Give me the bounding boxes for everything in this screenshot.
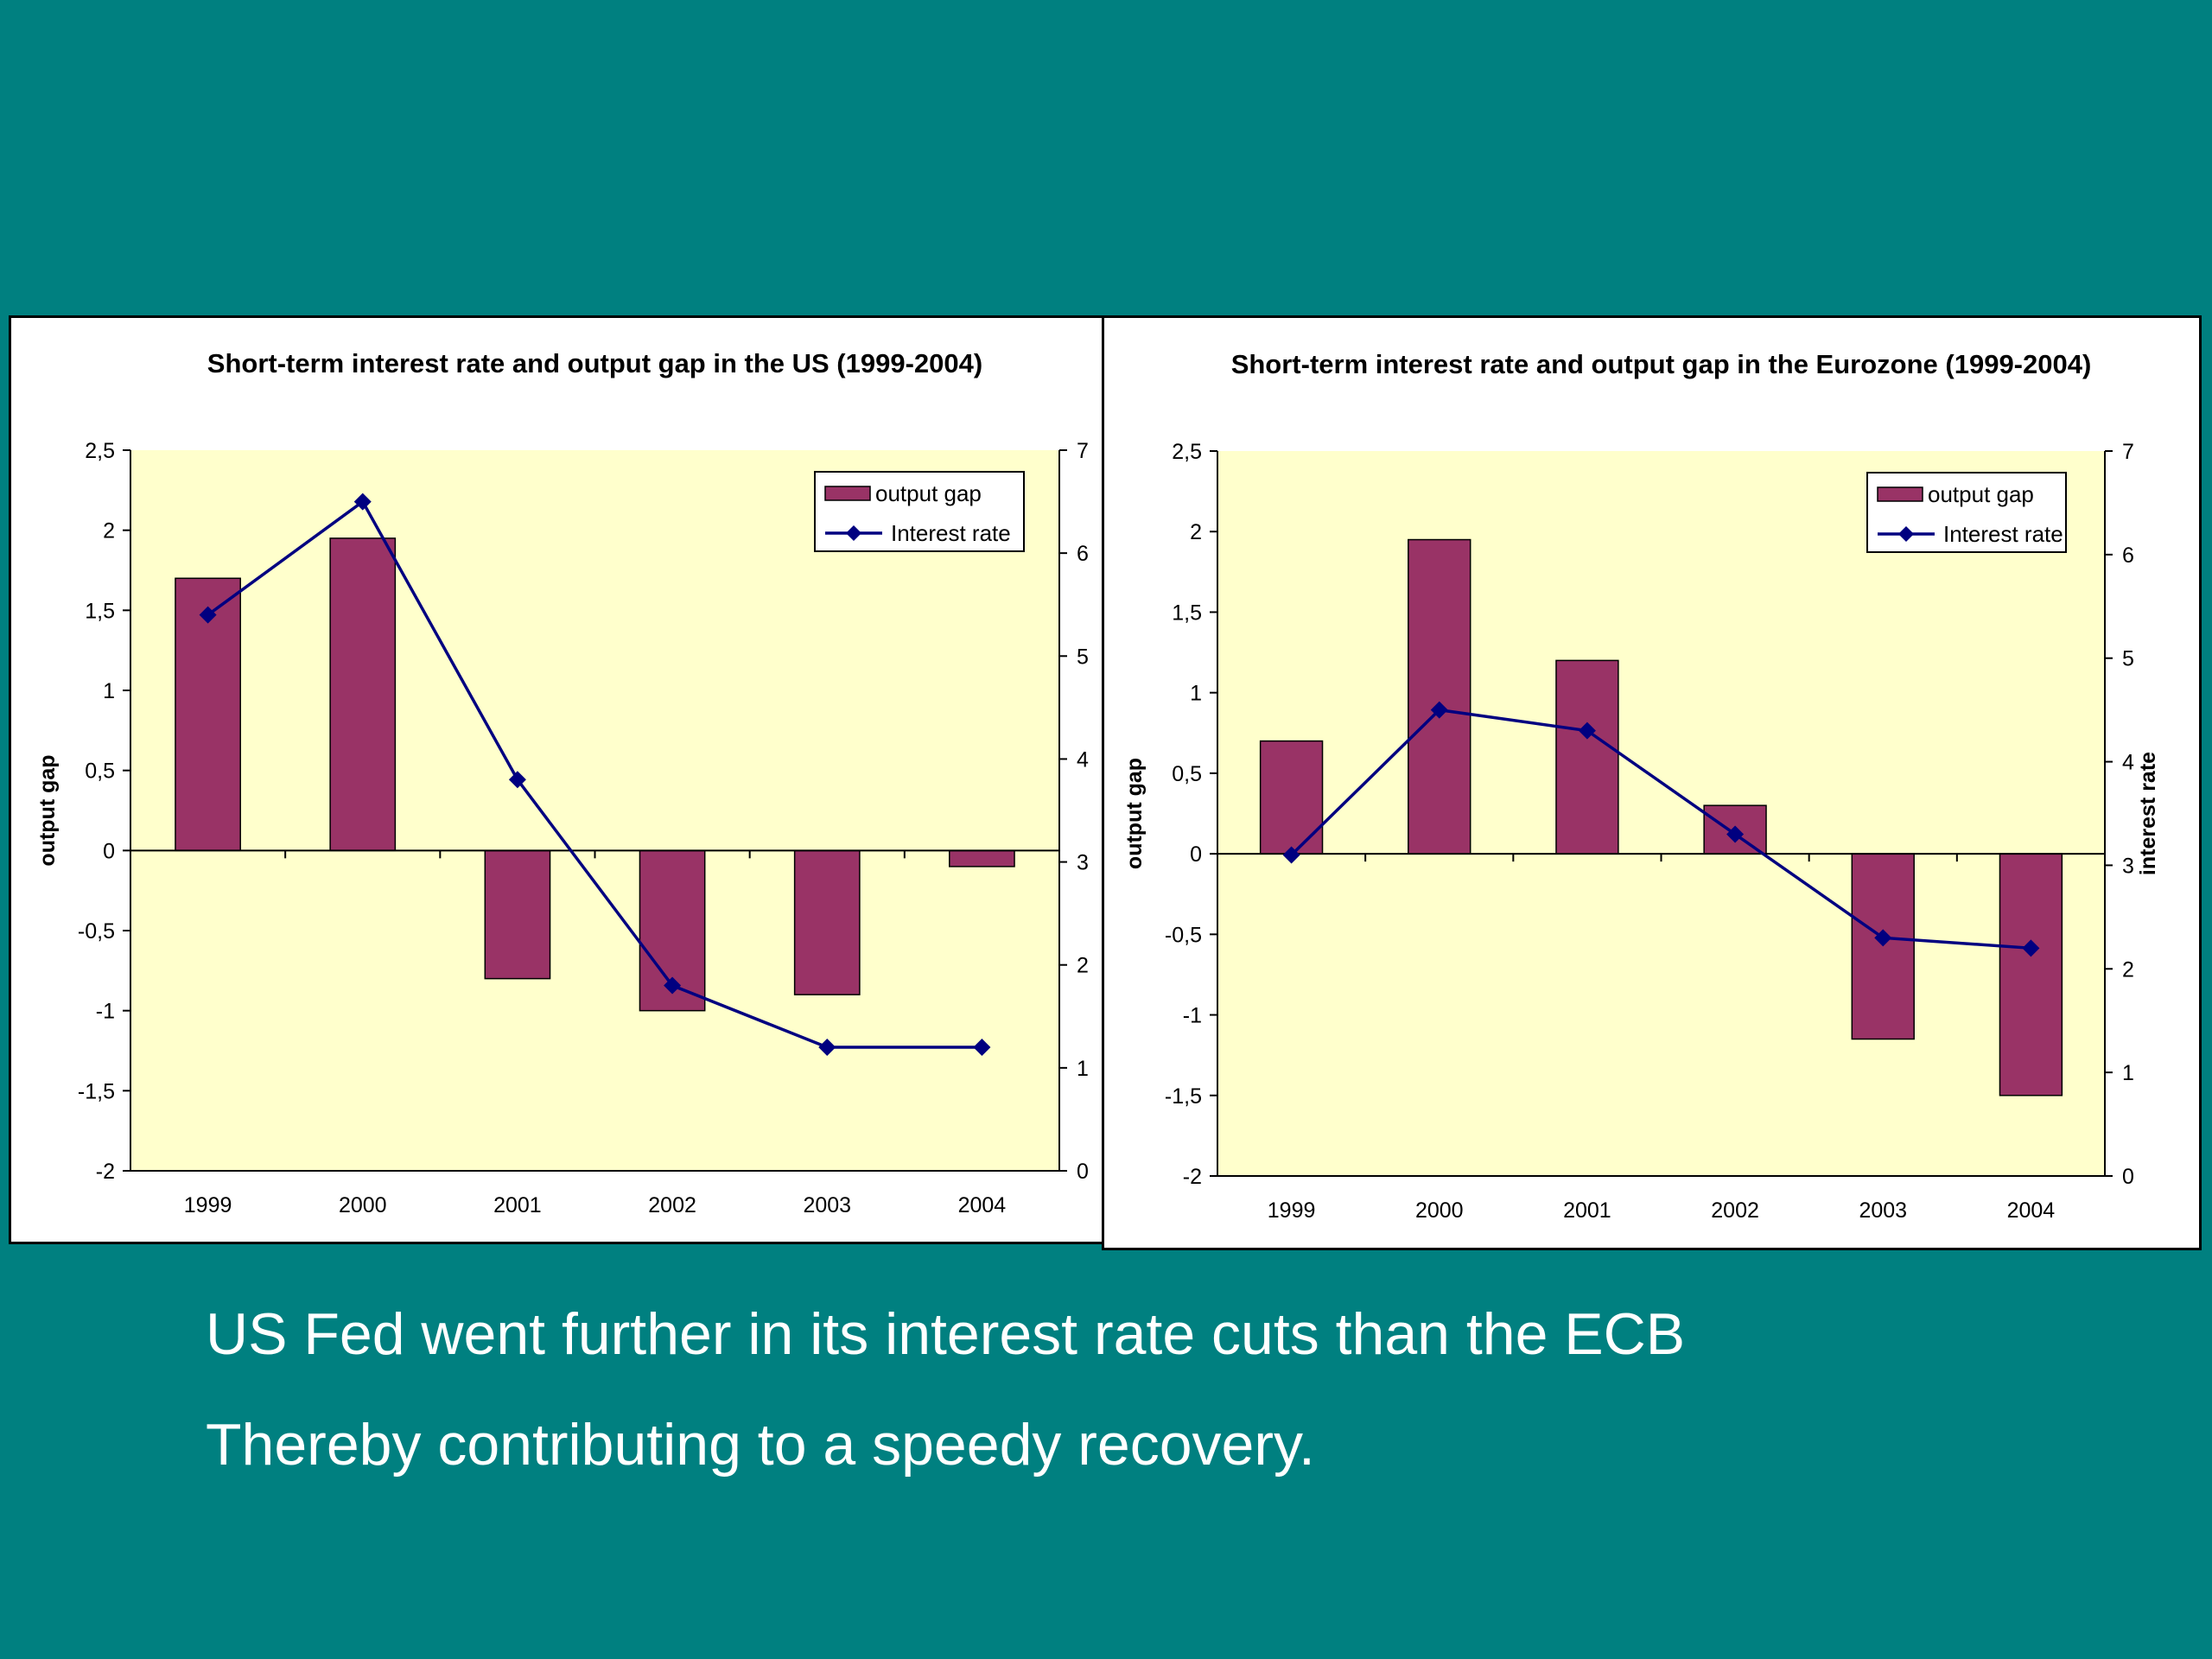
plot-area [130,450,1059,1171]
y-tick-label-left: -1 [1183,1004,1202,1028]
y-tick-label-left: -0,5 [78,919,115,944]
legend-label-output-gap: output gap [875,480,982,506]
x-tick-label: 2002 [1711,1198,1759,1223]
y-axis-title-left: output gap [35,754,60,866]
y-axis-title-left: output gap [1122,758,1147,869]
y-tick-label-left: 0,5 [85,760,115,784]
legend-box [1866,472,2067,553]
legend-label-output-gap: output gap [1928,481,2034,507]
marker-interest-rate [1874,929,1892,947]
marker-interest-rate [1578,721,1596,740]
y-tick-label-left: 1 [1190,682,1202,706]
bar-output-gap [1999,853,2063,1096]
y-tick-label-left: -2 [1183,1165,1202,1189]
chart-panel-us: Short-term interest rate and output gap … [9,315,1104,1244]
x-tick-label: 2000 [339,1193,387,1217]
y-tick-label-left: -1,5 [78,1079,115,1103]
marker-interest-rate [508,771,526,789]
marker-interest-rate [2022,939,2040,957]
y-tick-label-left: 0 [103,839,115,863]
marker-interest-rate [353,493,372,511]
x-tick-label: 2001 [493,1193,542,1217]
x-tick-label: 2003 [803,1193,851,1217]
chart-title: Short-term interest rate and output gap … [1231,349,2092,379]
y-tick-label-left: 0,5 [1172,762,1202,786]
y-tick-label-left: 1,5 [1172,601,1202,625]
legend-box [814,471,1025,552]
legend-swatch-marker [1898,526,1914,542]
y-tick-label-left: 2,5 [1172,440,1202,464]
y-tick-label-right: 6 [2122,543,2134,568]
chart-eurozone: Short-term interest rate and output gap … [1122,349,2160,1223]
y-tick-label-left: 2 [103,519,115,543]
chart-us: Short-term interest rate and output gap … [35,348,1089,1217]
x-tick-label: 1999 [184,1193,232,1217]
y-tick-label-left: 1 [103,679,115,703]
legend-label-interest-rate: Interest rate [1943,521,2063,547]
bar-output-gap [175,577,241,852]
marker-interest-rate [973,1039,991,1057]
bar-output-gap [949,849,1015,868]
y-tick-label-left: 1,5 [85,599,115,623]
chart-title: Short-term interest rate and output gap … [207,348,982,378]
line-interest-rate [1290,708,2031,950]
y-tick-label-right: 0 [2122,1165,2134,1189]
caption-line-2: Thereby contributing to a speedy recover… [206,1412,1315,1478]
y-tick-label-right: 4 [2122,751,2134,775]
marker-interest-rate [1282,846,1300,864]
y-tick-label-right: 2 [1077,954,1089,978]
bar-output-gap [1259,740,1324,855]
x-tick-label: 2004 [2007,1198,2056,1223]
y-tick-label-right: 3 [2122,854,2134,878]
marker-interest-rate [199,606,217,624]
x-tick-label: 2004 [958,1193,1007,1217]
y-tick-label-right: 0 [1077,1160,1089,1184]
y-tick-label-left: -1 [96,1000,115,1024]
y-tick-label-left: -2 [96,1160,115,1184]
y-tick-label-right: 1 [1077,1057,1089,1081]
plot-area [1217,451,2105,1176]
y-tick-label-right: 5 [2122,647,2134,671]
bar-output-gap [1408,538,1471,855]
x-tick-label: 1999 [1268,1198,1316,1223]
y-tick-label-right: 2 [2122,957,2134,982]
y-axis-title-right: interest rate [2136,752,2160,875]
y-tick-label-left: -0,5 [1165,923,1202,947]
marker-interest-rate [1726,825,1745,843]
y-tick-label-left: 0 [1190,842,1202,867]
x-tick-label: 2000 [1415,1198,1464,1223]
legend-label-interest-rate: Interest rate [891,520,1011,546]
bar-output-gap [484,849,551,980]
marker-interest-rate [664,976,682,995]
x-tick-label: 2003 [1859,1198,1907,1223]
marker-interest-rate [1430,701,1448,719]
y-tick-label-right: 7 [2122,440,2134,464]
y-tick-label-left: -1,5 [1165,1084,1202,1109]
legend-swatch-marker [846,525,861,541]
y-tick-label-right: 4 [1077,747,1089,772]
bar-output-gap [329,537,397,852]
y-tick-label-left: 2,5 [85,439,115,463]
y-tick-label-left: 2 [1190,520,1202,544]
x-tick-label: 2002 [648,1193,696,1217]
legend-swatch-output-gap [1877,486,1923,502]
caption-line-1: US Fed went further in its interest rate… [206,1301,1686,1367]
y-tick-label-right: 1 [2122,1061,2134,1085]
x-tick-label: 2001 [1563,1198,1611,1223]
marker-interest-rate [818,1039,836,1057]
bar-output-gap [793,849,861,995]
y-tick-label-right: 3 [1077,851,1089,875]
bar-output-gap [1555,659,1619,855]
chart-panel-eurozone: Short-term interest rate and output gap … [1102,315,2202,1250]
y-tick-label-right: 5 [1077,645,1089,669]
legend-swatch-output-gap [824,486,871,501]
y-tick-label-right: 6 [1077,542,1089,566]
line-interest-rate [207,499,982,1049]
y-tick-label-right: 7 [1077,439,1089,463]
